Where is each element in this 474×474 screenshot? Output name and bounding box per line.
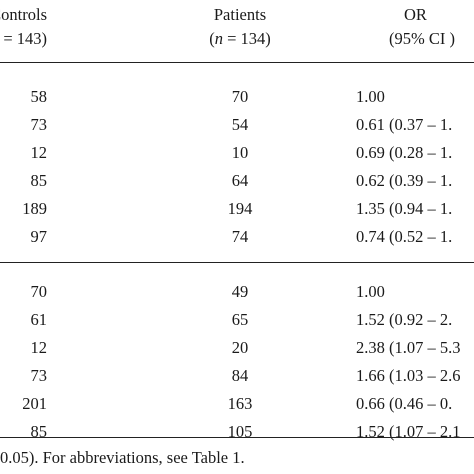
header-or: OR (404, 5, 427, 24)
header-rule (0, 62, 474, 64)
cell-patients: 105 (227, 422, 253, 441)
cell-or: 1.52 (1.07 – 2.1 (356, 422, 461, 441)
cell-controls: 73 (30, 366, 48, 385)
cell-or: 0.66 (0.46 – 0. (356, 394, 453, 413)
cell-or: 0.61 (0.37 – 1. (356, 115, 453, 134)
cell-patients: 70 (231, 87, 249, 106)
cell-or: 1.66 (1.03 – 2.6 (356, 366, 461, 385)
header-or-ci: (95% CI ) (389, 29, 455, 48)
cell-or: 1.35 (0.94 – 1. (356, 199, 453, 218)
header-controls: Controls (0, 5, 47, 24)
bottom-rule (0, 437, 474, 439)
cell-controls: 58 (30, 87, 48, 106)
header-patients: Patients (213, 5, 267, 24)
cell-controls: 189 (22, 199, 47, 218)
cell-controls: 201 (22, 394, 47, 413)
cell-controls: 73 (30, 115, 48, 134)
cell-patients: 20 (231, 338, 249, 357)
cell-or: 0.69 (0.28 – 1. (356, 143, 453, 162)
cell-patients: 163 (227, 394, 253, 413)
cell-or: 0.74 (0.52 – 1. (356, 227, 453, 246)
cell-or: 2.38 (1.07 – 5.3 (356, 338, 461, 357)
cell-or: 1.00 (356, 87, 385, 106)
header-patients-n: (n = 134) (209, 29, 271, 48)
cell-or: 0.62 (0.39 – 1. (356, 171, 453, 190)
cell-controls: 85 (30, 171, 48, 190)
header-controls-n: (n = 143) (0, 29, 47, 48)
cell-controls: 12 (30, 143, 48, 162)
cell-patients: 49 (231, 282, 249, 301)
cell-patients: 194 (227, 199, 253, 218)
cell-or: 1.00 (356, 282, 385, 301)
cell-patients: 65 (231, 310, 249, 329)
cell-controls: 85 (30, 422, 48, 441)
cell-controls: 12 (30, 338, 48, 357)
footnote: 0.05). For abbreviations, see Table 1. (0, 448, 245, 467)
cell-patients: 74 (231, 227, 249, 246)
cell-controls: 97 (30, 227, 48, 246)
cell-patients: 10 (231, 143, 249, 162)
section-divider (0, 262, 474, 264)
cell-controls: 61 (30, 310, 48, 329)
cell-patients: 54 (231, 115, 249, 134)
cell-patients: 64 (231, 171, 249, 190)
cell-patients: 84 (231, 366, 249, 385)
cell-or: 1.52 (0.92 – 2. (356, 310, 453, 329)
cell-controls: 70 (30, 282, 48, 301)
